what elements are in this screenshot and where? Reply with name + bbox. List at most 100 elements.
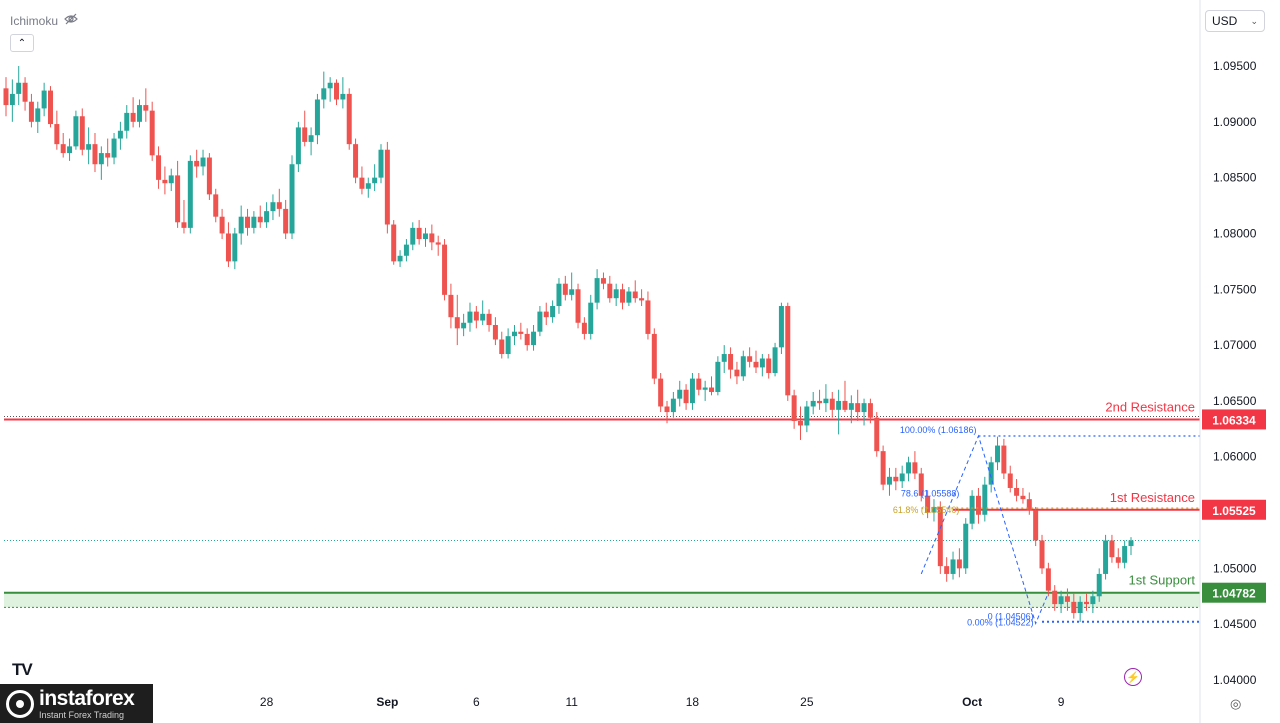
candle bbox=[378, 144, 384, 184]
candle bbox=[511, 324, 517, 346]
candle bbox=[906, 456, 912, 482]
candle-body bbox=[556, 283, 562, 307]
candle bbox=[709, 376, 715, 396]
candle bbox=[1007, 465, 1013, 493]
y-tick-label: 1.06500 bbox=[1213, 394, 1257, 408]
candle bbox=[162, 166, 168, 195]
candle-body bbox=[600, 278, 606, 284]
candle-body bbox=[1064, 596, 1070, 602]
candle-body bbox=[829, 398, 835, 410]
candle bbox=[232, 227, 238, 270]
candle-body bbox=[429, 233, 435, 243]
candle-body bbox=[728, 354, 734, 370]
settings-gear-icon[interactable]: ◎ bbox=[1230, 696, 1242, 711]
candle bbox=[302, 110, 308, 147]
candle bbox=[181, 199, 187, 234]
candle bbox=[829, 391, 835, 418]
candle bbox=[505, 328, 511, 359]
collapse-legend-button[interactable]: ⌃ bbox=[10, 34, 34, 52]
candle bbox=[245, 208, 251, 236]
candle bbox=[1115, 548, 1121, 569]
candle bbox=[200, 149, 206, 176]
level-name: 1st Support bbox=[1129, 573, 1196, 588]
candle bbox=[937, 501, 943, 574]
candle bbox=[353, 138, 359, 184]
candle-body bbox=[365, 183, 371, 189]
price-axis[interactable]: 1.09500 1.09000 1.08500 1.08000 1.07500 1.070… bbox=[1199, 0, 1266, 723]
candle-body bbox=[238, 216, 244, 234]
candle bbox=[1014, 479, 1020, 502]
candle-body bbox=[664, 406, 670, 413]
candle bbox=[47, 86, 53, 128]
candle bbox=[575, 283, 581, 329]
candle bbox=[975, 487, 981, 524]
eye-crossed-icon[interactable] bbox=[64, 13, 78, 28]
currency-select[interactable]: USD ⌄ bbox=[1205, 10, 1265, 32]
candle-body bbox=[1020, 495, 1026, 500]
candle bbox=[1064, 588, 1070, 611]
candle-body bbox=[54, 124, 60, 145]
candle-body bbox=[22, 82, 28, 102]
candle-body bbox=[162, 179, 168, 184]
fib-label: 0 (1.04506) bbox=[988, 612, 1034, 622]
candle-body bbox=[187, 160, 193, 228]
lightning-icon[interactable]: ⚡ bbox=[1124, 668, 1142, 686]
candle-body bbox=[257, 216, 263, 223]
candle-body bbox=[3, 88, 9, 106]
time-axis[interactable]: 28 Sep 6 11 18 25 Oct 9 bbox=[260, 695, 1065, 709]
candle-body bbox=[588, 302, 594, 334]
candle bbox=[1084, 592, 1090, 611]
candle-body bbox=[778, 306, 784, 348]
brand-tagline: Instant Forex Trading bbox=[39, 709, 125, 720]
candle bbox=[1001, 438, 1007, 480]
candle bbox=[626, 287, 632, 307]
candle-body bbox=[1039, 540, 1045, 569]
candle-body bbox=[1071, 601, 1077, 614]
x-tick-label: 6 bbox=[473, 695, 480, 709]
instaforex-logo-icon bbox=[6, 689, 34, 718]
candle bbox=[16, 66, 22, 106]
candle-body bbox=[963, 523, 969, 569]
candle bbox=[594, 269, 600, 310]
candle bbox=[219, 208, 225, 240]
candle bbox=[899, 465, 905, 488]
candle bbox=[581, 317, 587, 340]
candle bbox=[543, 302, 549, 325]
y-tick-label: 1.04000 bbox=[1213, 673, 1257, 687]
candle-body bbox=[670, 398, 676, 413]
candle bbox=[556, 278, 562, 314]
candle-body bbox=[295, 127, 301, 165]
candle bbox=[791, 389, 797, 429]
candle bbox=[92, 132, 98, 173]
candle bbox=[1109, 534, 1115, 563]
candle-body bbox=[759, 358, 765, 368]
candle-body bbox=[886, 476, 892, 485]
candle-body bbox=[327, 82, 333, 89]
level-price-label: 1.06334 bbox=[1212, 413, 1256, 427]
candle-body bbox=[270, 202, 276, 212]
candle-body bbox=[740, 356, 746, 377]
candle bbox=[925, 490, 931, 519]
candle-body bbox=[1109, 540, 1115, 558]
candle bbox=[289, 155, 295, 240]
candle bbox=[823, 384, 829, 413]
candle-body bbox=[505, 336, 511, 355]
chevron-down-icon: ⌄ bbox=[1250, 15, 1258, 26]
support-zone bbox=[4, 592, 1200, 608]
candle bbox=[238, 205, 244, 245]
y-tick-label: 1.08500 bbox=[1213, 171, 1257, 185]
candle-body bbox=[810, 400, 816, 407]
candle-body bbox=[715, 361, 721, 392]
candle-body bbox=[384, 149, 390, 225]
candle-body bbox=[181, 222, 187, 228]
candle bbox=[270, 194, 276, 221]
candle bbox=[149, 101, 155, 161]
candle-body bbox=[200, 157, 206, 167]
candle bbox=[740, 350, 746, 381]
candle-body bbox=[422, 233, 428, 240]
y-tick-label: 1.08000 bbox=[1213, 226, 1257, 240]
candle-body bbox=[1077, 601, 1083, 614]
candle-body bbox=[709, 387, 715, 392]
indicator-legend[interactable]: Ichimoku bbox=[10, 13, 78, 28]
